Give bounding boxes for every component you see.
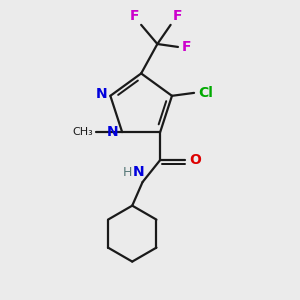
Text: H: H bbox=[123, 166, 132, 178]
Text: F: F bbox=[129, 8, 139, 22]
Text: N: N bbox=[96, 87, 107, 101]
Text: Cl: Cl bbox=[199, 86, 213, 100]
Text: F: F bbox=[182, 40, 191, 54]
Text: N: N bbox=[107, 125, 118, 139]
Text: O: O bbox=[189, 153, 201, 167]
Text: CH₃: CH₃ bbox=[73, 127, 93, 137]
Text: F: F bbox=[173, 8, 182, 22]
Text: N: N bbox=[132, 165, 144, 178]
